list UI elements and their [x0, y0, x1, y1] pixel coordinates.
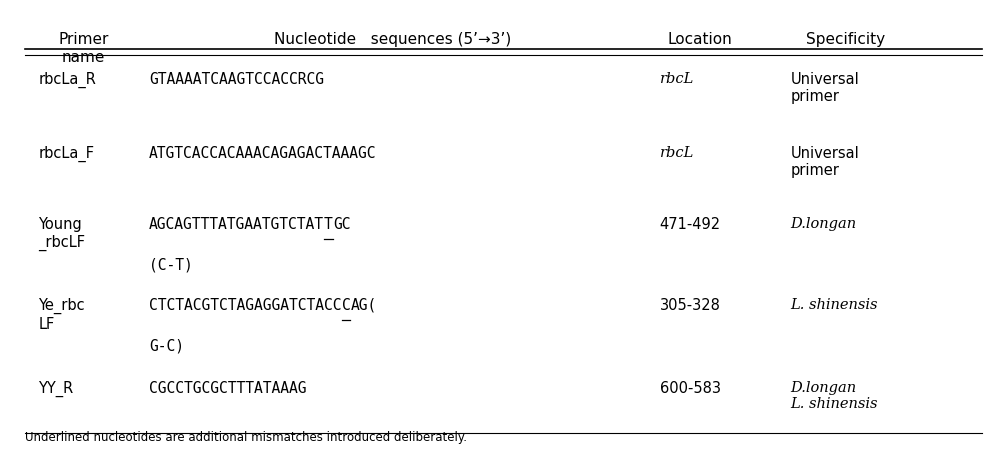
Text: AGCAGTTTATGAATGTCTAT: AGCAGTTTATGAATGTCTAT: [149, 217, 324, 232]
Text: Young
_rbcLF: Young _rbcLF: [38, 217, 86, 251]
Text: 471-492: 471-492: [660, 217, 721, 232]
Text: rbcLa_F: rbcLa_F: [38, 146, 95, 162]
Text: Universal
primer: Universal primer: [790, 72, 859, 104]
Text: YY_R: YY_R: [38, 381, 74, 397]
Text: (C-T): (C-T): [149, 258, 192, 273]
Text: Universal
primer: Universal primer: [790, 146, 859, 178]
Text: C: C: [341, 298, 350, 313]
Text: rbcL: rbcL: [660, 146, 694, 159]
Text: GC: GC: [332, 217, 350, 232]
Text: rbcL: rbcL: [660, 72, 694, 85]
Text: CGCCTGCGCTTTATAAAG: CGCCTGCGCTTTATAAAG: [149, 381, 306, 396]
Text: L. shinensis: L. shinensis: [790, 298, 878, 312]
Text: rbcLa_R: rbcLa_R: [38, 72, 96, 88]
Text: 305-328: 305-328: [660, 298, 720, 313]
Text: Primer
name: Primer name: [58, 32, 109, 65]
Text: 600-583: 600-583: [660, 381, 721, 396]
Text: Underlined nucleotides are additional mismatches introduced deliberately.: Underlined nucleotides are additional mi…: [25, 432, 467, 444]
Text: T: T: [324, 217, 332, 232]
Text: Specificity: Specificity: [807, 32, 885, 47]
Text: G-C): G-C): [149, 339, 184, 353]
Text: GTAAAATCAAGTCCACCRCG: GTAAAATCAAGTCCACCRCG: [149, 72, 324, 86]
Text: CTCTACGTCTAGAGGATCTACC: CTCTACGTCTAGAGGATCTACC: [149, 298, 341, 313]
Text: D.longan: D.longan: [790, 217, 857, 231]
Text: Nucleotide   sequences (5’→3’): Nucleotide sequences (5’→3’): [274, 32, 512, 47]
Text: AG(: AG(: [350, 298, 377, 313]
Text: Ye_rbc
LF: Ye_rbc LF: [38, 298, 85, 332]
Text: D.longan
L. shinensis: D.longan L. shinensis: [790, 381, 878, 411]
Text: ATGTCACCACAAACAGAGACTAAAGC: ATGTCACCACAAACAGAGACTAAAGC: [149, 146, 377, 160]
Text: Location: Location: [668, 32, 732, 47]
